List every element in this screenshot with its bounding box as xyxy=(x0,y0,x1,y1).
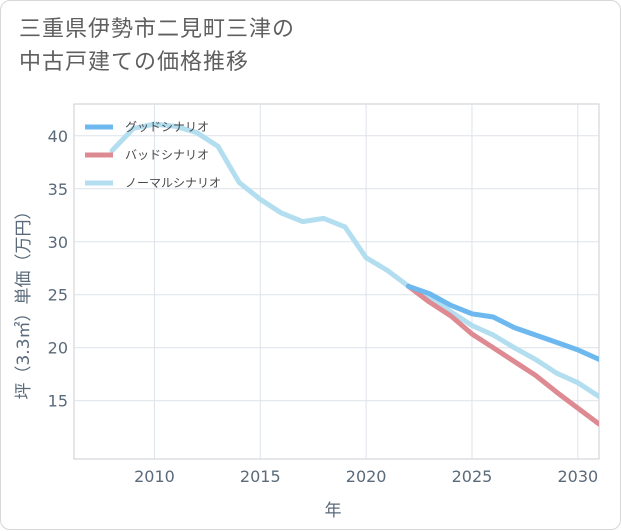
x-tick-label: 2030 xyxy=(557,467,598,486)
y-tick-label: 15 xyxy=(48,392,68,411)
series-line-1 xyxy=(406,283,599,362)
x-tick-label: 2025 xyxy=(452,467,493,486)
x-tick-label: 2020 xyxy=(346,467,387,486)
x-tick-label: 2015 xyxy=(240,467,281,486)
x-axis-ticks: 2010 2015 2020 2025 2030 xyxy=(134,467,598,486)
x-tick-label: 2010 xyxy=(134,467,175,486)
y-tick-label: 20 xyxy=(48,339,68,358)
chart-title: 三重県伊勢市二見町三津の 中古戸建ての価格推移 xyxy=(19,13,295,79)
y-axis-ticks: 15 20 25 30 35 40 xyxy=(48,127,68,411)
series-line-2 xyxy=(406,283,599,427)
plot-area xyxy=(73,103,600,460)
legend-label: バッドシナリオ xyxy=(125,148,209,162)
series-line-3 xyxy=(109,121,599,399)
series-lines xyxy=(109,121,599,427)
grid-lines xyxy=(74,104,599,459)
chart-title-line-2: 中古戸建ての価格推移 xyxy=(19,50,250,75)
x-axis-title: 年 xyxy=(325,501,342,521)
y-tick-label: 40 xyxy=(48,127,68,146)
y-tick-label: 25 xyxy=(48,286,68,305)
y-axis-title: 坪（3.3㎡）単価（万円） xyxy=(14,202,34,399)
legend-label: ノーマルシナリオ xyxy=(125,176,221,190)
chart-title-line-1: 三重県伊勢市二見町三津の xyxy=(19,17,296,42)
y-tick-label: 30 xyxy=(48,233,68,252)
legend-label: グッドシナリオ xyxy=(125,120,209,134)
y-tick-label: 35 xyxy=(48,180,68,199)
